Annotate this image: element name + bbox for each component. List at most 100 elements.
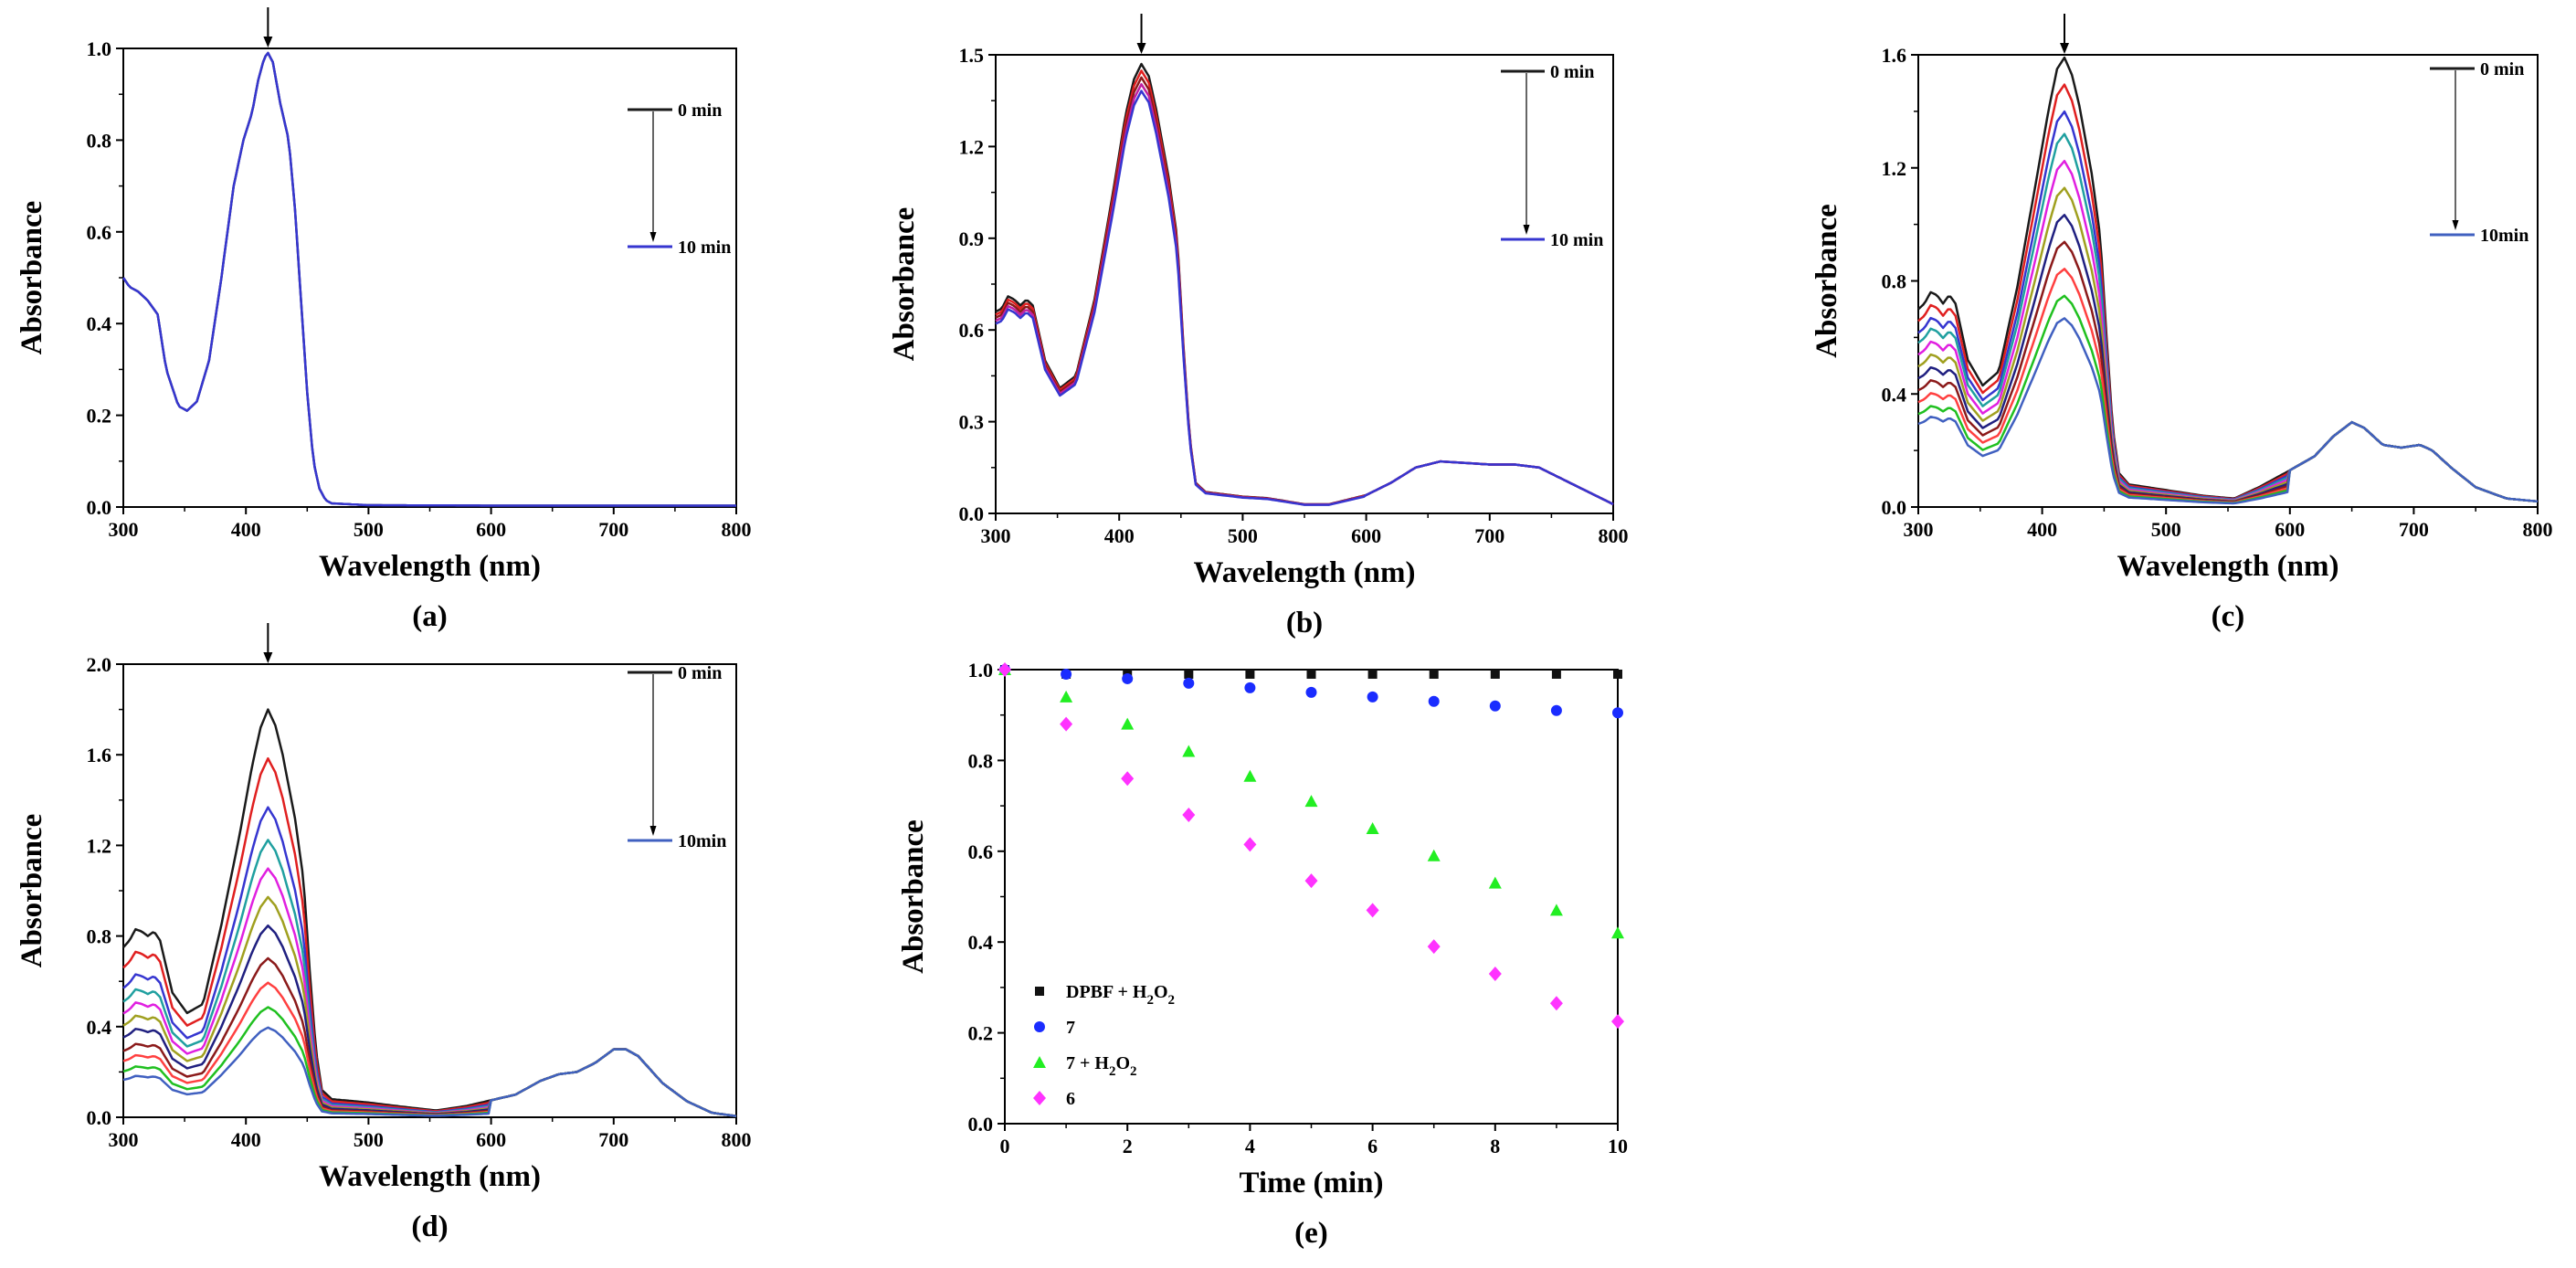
panel-b-x-tick-label: 400 [1104, 524, 1135, 547]
panel-e-point-7-h2o2 [1488, 876, 1502, 889]
panel-e-axes: 0 2 4 6 8 10 0.0 0.2 0.4 0.6 0.8 1.0 [968, 659, 1629, 1157]
panel-e-point-7-h2o2 [1549, 903, 1563, 916]
panel-c-legend-arrow-head [2452, 220, 2459, 230]
panel-a-x-tick-label: 300 [109, 518, 139, 541]
panel-e-point-7-h2o2 [1611, 926, 1624, 939]
panel-c-y-axis-title: Absorbance [1811, 204, 1843, 358]
panel-a: 300 400 500 600 700 800 0.0 0.2 0.4 0.6 0.8 1.0 0 m… [16, 7, 752, 633]
panel-d-label: (d) [411, 1210, 448, 1243]
panel-e-legend-label-7: 7 [1066, 1018, 1075, 1038]
panel-c-legend: 0 min 10min [2430, 59, 2528, 246]
panel-d-legend-start-label: 0 min [678, 663, 722, 683]
panel-e-legend-marker-dpbf-h2o2 [1035, 987, 1044, 996]
panel-e-point-6 [1427, 939, 1441, 955]
panel-b-x-tick-label: 500 [1228, 524, 1258, 547]
panel-e-point-7-h2o2 [1366, 821, 1379, 834]
panel-a-legend-start-label: 0 min [678, 100, 722, 121]
panel-b-curves [995, 14, 1614, 506]
panel-d-x-tick-label: 800 [722, 1128, 752, 1151]
panel-e-point-7-h2o2 [1304, 795, 1318, 808]
panel-e-y-tick-label: 0.6 [968, 840, 994, 863]
panel-b-y-tick-label: 0.3 [959, 411, 985, 434]
panel-b-y-tick-label: 0.0 [959, 502, 985, 525]
panel-a-label: (a) [412, 600, 447, 633]
panel-e-point-dpbf-h2o2 [1429, 669, 1439, 679]
panel-c-x-tick-label: 300 [1904, 518, 1934, 541]
panel-a-x-tick-label: 700 [598, 518, 628, 541]
panel-c-x-axis-title: Wavelength (nm) [2117, 550, 2339, 583]
panel-e-point-7 [1612, 707, 1623, 719]
panel-e-point-7 [1550, 704, 1562, 716]
panel-b-peak-arrow-head [1136, 43, 1146, 54]
panel-e-point-6 [1243, 837, 1257, 852]
panel-e-point-7-h2o2 [1182, 745, 1196, 757]
panel-a-x-axis-title: Wavelength (nm) [319, 550, 541, 583]
panel-e-point-dpbf-h2o2 [1367, 669, 1378, 679]
panel-a-axes: 300 400 500 600 700 800 0.0 0.2 0.4 0.6 0.8 1.0 [87, 37, 752, 541]
panel-e-point-7-h2o2 [1060, 690, 1073, 703]
panel-e-y-tick-label: 0.2 [968, 1022, 994, 1045]
panel-e-legend-label-6: 6 [1066, 1089, 1075, 1109]
panel-c-y-tick-label: 1.2 [1882, 157, 1907, 180]
panel-a-y-tick-label: 0.0 [87, 496, 112, 519]
panel-d-y-tick-label: 0.0 [87, 1106, 112, 1129]
panel-b-axes: 300 400 500 600 700 800 0.0 0.3 0.6 0.9 1.2 1.5 [959, 44, 1629, 547]
panel-e-y-tick-label: 0.4 [968, 931, 994, 954]
panel-a-legend: 0 min 10 min [628, 100, 731, 258]
panel-a-legend-arrow-head [649, 232, 657, 242]
panel-c-x-tick-label: 400 [2027, 518, 2057, 541]
panel-d-x-tick-label: 700 [598, 1128, 628, 1151]
panel-c-y-tick-label: 0.8 [1882, 270, 1907, 293]
panel-e-point-dpbf-h2o2 [1613, 669, 1622, 679]
panel-c-label: (c) [2212, 600, 2245, 633]
panel-b: 300 400 500 600 700 800 0.0 0.3 0.6 0.9 1.2 1.5 0 m… [888, 14, 1629, 639]
panel-d-peak-arrow-head [263, 652, 273, 663]
panel-a-y-tick-label: 0.6 [87, 221, 112, 244]
panel-e-x-tick-label: 6 [1367, 1135, 1378, 1157]
panel-d-spectrum-line-10 [122, 1026, 737, 1118]
panel-e-point-7 [1122, 672, 1134, 684]
panel-c-y-tick-label: 0.0 [1882, 496, 1907, 519]
panel-e-x-tick-label: 8 [1490, 1135, 1500, 1157]
panel-b-x-tick-label: 800 [1599, 524, 1629, 547]
panel-e-point-7-h2o2 [1243, 769, 1257, 782]
panel-b-spectrum-line-4 [995, 90, 1614, 506]
panel-e-point-6 [998, 662, 1011, 677]
panel-e-point-7 [1244, 682, 1256, 693]
panel-b-legend-arrow-head [1523, 225, 1530, 235]
panel-e-point-7 [1367, 691, 1378, 703]
panel-d-x-axis-title: Wavelength (nm) [319, 1160, 541, 1193]
panel-e-y-tick-label: 0.0 [968, 1113, 994, 1136]
panel-a-legend-end-label: 10 min [678, 238, 731, 258]
panel-d-y-tick-label: 1.2 [87, 834, 112, 857]
panel-e-point-6 [1060, 716, 1073, 732]
panel-c-curves [1917, 14, 2539, 505]
panel-c-x-tick-label: 500 [2151, 518, 2181, 541]
panel-b-x-axis-title: Wavelength (nm) [1194, 556, 1416, 589]
panel-d-y-tick-label: 2.0 [87, 653, 112, 676]
panel-d-legend-arrow-head [649, 826, 657, 836]
panel-c-legend-end-label: 10min [2480, 226, 2528, 246]
panel-d-y-tick-label: 0.4 [87, 1016, 112, 1039]
panel-d-x-tick-label: 400 [231, 1128, 261, 1151]
panel-e-point-6 [1611, 1014, 1624, 1030]
panel-b-x-tick-label: 600 [1351, 524, 1381, 547]
panel-e-point-7 [1183, 677, 1195, 689]
panel-e-point-6 [1304, 873, 1318, 889]
panel-a-peak-arrow-head [263, 37, 273, 48]
panel-b-legend: 0 min 10 min [1501, 62, 1603, 250]
panel-e-points [998, 662, 1624, 1030]
panel-a-y-axis-title: Absorbance [16, 201, 48, 355]
panel-a-y-tick-label: 1.0 [87, 37, 112, 60]
panel-e-x-tick-label: 10 [1608, 1135, 1628, 1157]
panel-d-x-tick-label: 500 [354, 1128, 384, 1151]
panel-b-y-axis-title: Absorbance [888, 207, 921, 362]
panel-a-x-tick-label: 800 [722, 518, 752, 541]
panel-a-x-tick-label: 400 [231, 518, 261, 541]
panel-e-legend-marker-7-h2o2 [1033, 1056, 1046, 1068]
panel-b-y-tick-label: 0.6 [959, 319, 985, 342]
panel-e-point-7 [1428, 695, 1440, 707]
panel-d-legend-end-label: 10min [678, 831, 726, 851]
panel-c-legend-start-label: 0 min [2480, 59, 2524, 79]
